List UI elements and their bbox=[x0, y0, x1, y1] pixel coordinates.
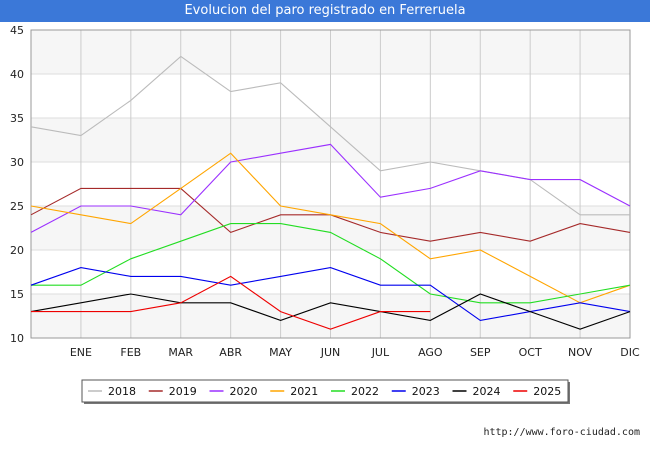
x-tick-label: OCT bbox=[519, 346, 542, 359]
legend-label-2020: 2020 bbox=[230, 385, 258, 398]
y-tick-label: 40 bbox=[10, 68, 24, 81]
y-tick-label: 30 bbox=[10, 156, 24, 169]
plot-border bbox=[30, 29, 631, 339]
legend-label-2025: 2025 bbox=[533, 385, 561, 398]
y-tick-label: 20 bbox=[10, 244, 24, 257]
series-line-2022 bbox=[31, 223, 631, 304]
x-tick-label: ABR bbox=[219, 346, 242, 359]
legend-label-2024: 2024 bbox=[473, 385, 501, 398]
legend-box bbox=[81, 379, 569, 403]
x-tick-label: FEB bbox=[120, 346, 141, 359]
legend-label-2022: 2022 bbox=[351, 385, 379, 398]
y-tick-label: 45 bbox=[10, 24, 24, 37]
x-tick-label: JUL bbox=[371, 346, 390, 359]
x-tick-label: ENE bbox=[70, 346, 92, 359]
x-tick-label: MAR bbox=[168, 346, 193, 359]
legend-label-2019: 2019 bbox=[169, 385, 197, 398]
legend-label-2018: 2018 bbox=[108, 385, 136, 398]
chart-title: Evolucion del paro registrado en Ferreru… bbox=[0, 0, 650, 22]
legend-label-2021: 2021 bbox=[290, 385, 318, 398]
y-tick-label: 10 bbox=[10, 332, 24, 345]
x-tick-label: JUN bbox=[320, 346, 341, 359]
legend-label-2023: 2023 bbox=[412, 385, 440, 398]
series-line-2021 bbox=[30, 152, 631, 304]
x-tick-label: AGO bbox=[418, 346, 443, 359]
series-line-2020 bbox=[30, 143, 631, 233]
series-line-2025 bbox=[31, 275, 431, 330]
x-tick-label: NOV bbox=[568, 346, 593, 359]
x-tick-label: SEP bbox=[470, 346, 491, 359]
source-url: http://www.foro-ciudad.com bbox=[483, 427, 640, 438]
y-tick-label: 25 bbox=[10, 200, 24, 213]
x-tick-label: MAY bbox=[269, 346, 292, 359]
y-tick-label: 15 bbox=[10, 288, 24, 301]
series-line-2024 bbox=[30, 293, 631, 330]
x-tick-label: DIC bbox=[620, 346, 640, 359]
y-tick-label: 35 bbox=[10, 112, 24, 125]
